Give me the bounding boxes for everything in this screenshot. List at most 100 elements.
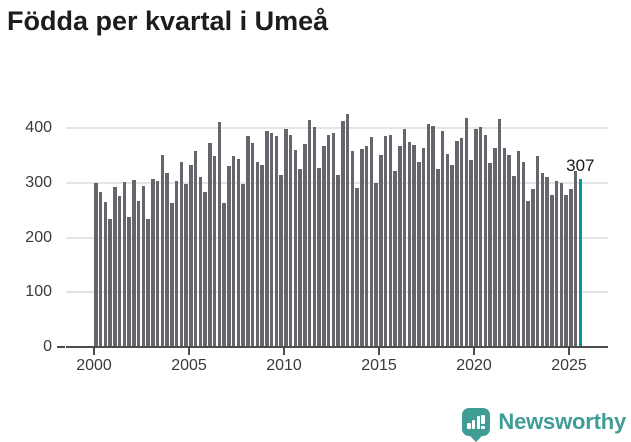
bar [127, 216, 131, 347]
bar [436, 168, 440, 347]
bar [113, 187, 117, 347]
bar [450, 165, 454, 347]
bar [298, 168, 302, 347]
bar [350, 150, 355, 347]
bar [208, 142, 212, 347]
brand-name: Newsworthy [498, 409, 626, 434]
bar [184, 184, 188, 347]
bar [464, 117, 469, 347]
bar [203, 192, 207, 347]
bar [493, 147, 497, 347]
x-tick-2005 [188, 348, 190, 355]
bar [117, 195, 122, 347]
bar [222, 203, 226, 347]
bar [474, 128, 478, 347]
bar [317, 167, 321, 347]
x-tick-label: 2015 [361, 357, 397, 374]
bar [94, 182, 98, 347]
bar [136, 201, 141, 347]
bar [193, 150, 198, 347]
bar [231, 155, 236, 347]
bar [250, 143, 255, 347]
bar [108, 219, 112, 347]
bar [326, 135, 331, 347]
logo-bar-large [476, 416, 480, 429]
x-tick-label: 2010 [266, 357, 302, 374]
bar [165, 172, 169, 347]
bar [307, 120, 312, 347]
bar [507, 155, 511, 347]
bar [564, 194, 568, 347]
y-tick-label: 300 [25, 173, 52, 191]
bar [255, 161, 260, 347]
bar [341, 120, 345, 347]
bar-highlighted [578, 178, 583, 347]
x-tick-label: 2000 [76, 357, 112, 374]
bar [516, 150, 521, 347]
bar [573, 170, 578, 347]
bar [179, 162, 184, 347]
bar [383, 136, 388, 347]
bar [265, 130, 269, 347]
bar [284, 128, 288, 347]
bar [379, 155, 383, 347]
bar [217, 121, 222, 347]
bar [170, 203, 174, 347]
bar [488, 163, 492, 347]
bar [421, 148, 426, 347]
bar [559, 183, 564, 347]
bar [388, 135, 393, 347]
bar [445, 154, 450, 347]
bar [212, 156, 217, 347]
bar [322, 146, 326, 347]
bar [431, 126, 435, 347]
bar [260, 165, 264, 347]
bar [478, 126, 483, 347]
bar [469, 159, 473, 347]
bar [279, 175, 283, 347]
bar [269, 133, 274, 347]
bar [545, 177, 549, 347]
y-tick-label: 400 [25, 119, 52, 136]
newsworthy-logo-icon [462, 408, 491, 442]
bar [535, 155, 540, 347]
y-tick-label: 0 [43, 338, 52, 355]
bar [331, 133, 336, 347]
y-tick-label: 100 [25, 283, 52, 301]
x-tick-label: 2020 [456, 357, 492, 374]
brand-footer: Newsworthy [462, 408, 626, 442]
logo-bar-small [467, 423, 471, 429]
bar [155, 181, 160, 347]
bar [246, 136, 250, 347]
bar [160, 155, 165, 347]
bar [569, 189, 573, 347]
bar [303, 144, 307, 347]
bar [345, 114, 350, 347]
x-tick-2000 [93, 348, 95, 355]
chart-title: Födda per kvartal i Umeå [7, 6, 329, 36]
bar [455, 140, 459, 347]
bar [189, 165, 193, 347]
bar [198, 176, 203, 347]
highlight-value-label: 307 [566, 155, 595, 175]
bar [374, 182, 378, 347]
bar [521, 161, 526, 347]
bar [502, 147, 507, 347]
bar [526, 200, 530, 347]
bar [393, 170, 397, 347]
bar [312, 126, 317, 347]
bar [227, 166, 231, 347]
logo-mini-bars-icon [467, 413, 485, 429]
bar [364, 145, 369, 347]
bar [98, 192, 103, 347]
bar [417, 161, 421, 347]
bar [531, 189, 535, 347]
x-axis-line [66, 346, 608, 348]
bar [407, 142, 412, 347]
gridline-400 [66, 127, 608, 129]
y-zero-tick [57, 346, 65, 348]
bar [459, 138, 464, 347]
x-tick-2020 [473, 348, 475, 355]
x-tick-2010 [283, 348, 285, 355]
bar [550, 194, 554, 347]
